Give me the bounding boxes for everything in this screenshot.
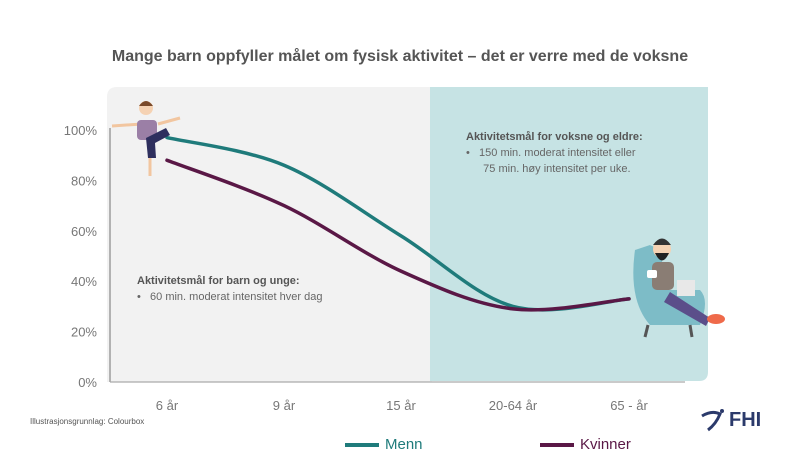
x-tick-label: 65 - år bbox=[610, 398, 648, 413]
legend-label-kvinner: Kvinner bbox=[580, 436, 631, 453]
adults-goal-bullet-cont: 75 min. høy intensitet per uke. bbox=[483, 163, 631, 175]
x-tick-label: 6 år bbox=[156, 398, 179, 413]
fhi-logo-icon bbox=[701, 409, 724, 432]
legend-item-menn: Menn bbox=[345, 436, 423, 453]
children-goal-annotation: Aktivitetsmål for barn og unge: • 60 min… bbox=[137, 273, 322, 305]
y-tick-label: 20% bbox=[71, 325, 97, 340]
fhi-logo-text: FHI bbox=[729, 408, 762, 431]
y-tick-label: 80% bbox=[71, 173, 97, 188]
child-yoga-illustration bbox=[111, 101, 181, 176]
children-goal-bullet: • 60 min. moderat intensitet hver dag bbox=[137, 291, 323, 303]
adults-goal-bullet: • 150 min. moderat intensitet eller bbox=[466, 147, 636, 159]
x-tick-label: 20-64 år bbox=[489, 398, 538, 413]
y-tick-label: 100% bbox=[64, 123, 98, 138]
legend-swatch-kvinner bbox=[540, 442, 574, 447]
chart-title: Mange barn oppfyller målet om fysisk akt… bbox=[111, 48, 689, 65]
y-tick-label: 0% bbox=[78, 375, 97, 390]
man-armchair-illustration bbox=[633, 238, 725, 338]
y-tick-label: 60% bbox=[71, 224, 97, 239]
legend-label-menn: Menn bbox=[385, 436, 423, 453]
legend-swatch-menn bbox=[345, 442, 379, 447]
fhi-logo: FHI bbox=[700, 408, 761, 432]
x-tick-label: 15 år bbox=[386, 398, 416, 413]
children-goal-heading: Aktivitetsmål for barn og unge: bbox=[137, 275, 300, 287]
adults-goal-annotation: Aktivitetsmål for voksne og eldre: • 150… bbox=[466, 129, 643, 177]
illustration-credit: Illustrasjonsgrunnlag: Colourbox bbox=[30, 417, 145, 426]
legend-item-kvinner: Kvinner bbox=[540, 436, 631, 453]
y-tick-label: 40% bbox=[71, 274, 97, 289]
children-panel bbox=[107, 87, 432, 382]
adults-goal-heading: Aktivitetsmål for voksne og eldre: bbox=[466, 131, 643, 143]
series-line-kvinner bbox=[165, 158, 631, 312]
x-tick-label: 9 år bbox=[273, 398, 296, 413]
